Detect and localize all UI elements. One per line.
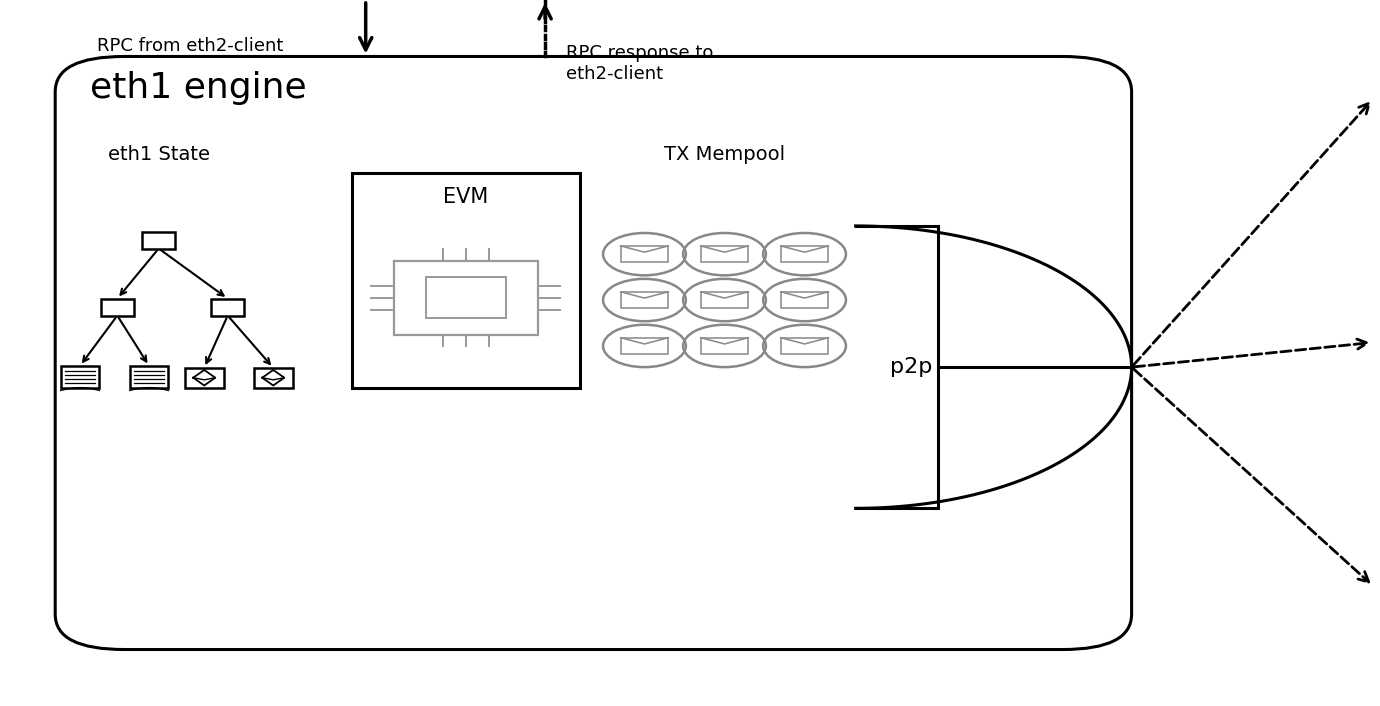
FancyBboxPatch shape: [130, 366, 168, 388]
FancyBboxPatch shape: [55, 56, 1132, 650]
FancyBboxPatch shape: [781, 337, 828, 354]
FancyBboxPatch shape: [621, 337, 668, 354]
FancyBboxPatch shape: [621, 246, 668, 263]
Text: eth1 State: eth1 State: [108, 145, 210, 164]
FancyBboxPatch shape: [395, 261, 538, 335]
FancyBboxPatch shape: [142, 232, 175, 249]
FancyBboxPatch shape: [101, 299, 134, 316]
Text: RPC response to
eth2-client: RPC response to eth2-client: [566, 44, 713, 83]
FancyBboxPatch shape: [61, 366, 99, 388]
FancyBboxPatch shape: [352, 173, 580, 388]
FancyBboxPatch shape: [701, 292, 748, 309]
Text: TX Mempool: TX Mempool: [664, 145, 785, 164]
FancyBboxPatch shape: [254, 368, 293, 388]
Text: RPC from eth2-client: RPC from eth2-client: [97, 37, 283, 55]
Text: eth1 engine: eth1 engine: [90, 71, 306, 104]
FancyBboxPatch shape: [781, 292, 828, 309]
FancyBboxPatch shape: [781, 246, 828, 263]
Text: p2p: p2p: [890, 357, 932, 377]
FancyBboxPatch shape: [701, 246, 748, 263]
Text: EVM: EVM: [443, 187, 489, 207]
FancyBboxPatch shape: [425, 277, 506, 318]
FancyBboxPatch shape: [185, 368, 224, 388]
FancyBboxPatch shape: [211, 299, 244, 316]
FancyBboxPatch shape: [701, 337, 748, 354]
FancyBboxPatch shape: [621, 292, 668, 309]
